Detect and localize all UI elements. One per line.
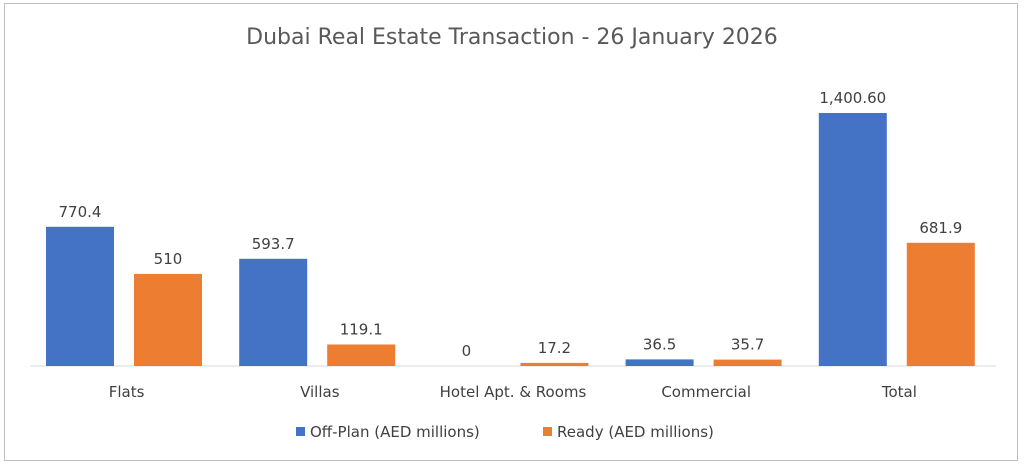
data-label-off-plan-0: 770.4 bbox=[59, 203, 102, 221]
bars-group bbox=[46, 113, 975, 366]
bar-off-plan-4 bbox=[818, 113, 887, 366]
bar-ready-0 bbox=[134, 273, 202, 366]
category-label-1: Villas bbox=[300, 383, 340, 401]
data-label-ready-2: 17.2 bbox=[538, 339, 571, 357]
chart-title: Dubai Real Estate Transaction - 26 Janua… bbox=[246, 25, 778, 50]
bar-ready-4 bbox=[906, 242, 975, 366]
data-label-ready-1: 119.1 bbox=[340, 321, 383, 339]
data-label-off-plan-1: 593.7 bbox=[252, 235, 295, 253]
data-label-off-plan-4: 1,400.60 bbox=[819, 89, 886, 107]
legend-swatch-ready bbox=[543, 427, 552, 436]
data-labels-group: 770.4 510 593.7 119.1 0 17.2 36.5 35.7 1,400.60 6… bbox=[59, 89, 963, 360]
data-label-ready-4: 681.9 bbox=[919, 219, 962, 237]
data-label-ready-0: 510 bbox=[154, 250, 183, 268]
category-label-4: Total bbox=[881, 383, 917, 401]
category-label-0: Flats bbox=[109, 383, 145, 401]
data-label-off-plan-3: 36.5 bbox=[643, 335, 676, 353]
legend-label-ready: Ready (AED millions) bbox=[557, 423, 714, 441]
legend: Off-Plan (AED millions) Ready (AED millio… bbox=[296, 423, 714, 441]
legend-swatch-off-plan bbox=[296, 427, 305, 436]
bar-ready-1 bbox=[327, 344, 396, 366]
category-label-3: Commercial bbox=[661, 383, 751, 401]
category-label-2: Hotel Apt. & Rooms bbox=[440, 383, 587, 401]
data-label-off-plan-2: 0 bbox=[462, 342, 472, 360]
legend-label-off-plan: Off-Plan (AED millions) bbox=[310, 423, 480, 441]
category-labels-group: Flats Villas Hotel Apt. & Rooms Commercial T… bbox=[109, 383, 917, 401]
data-label-ready-3: 35.7 bbox=[731, 336, 764, 354]
bar-off-plan-0 bbox=[46, 226, 114, 366]
bar-ready-2 bbox=[520, 362, 589, 366]
bar-off-plan-3 bbox=[625, 359, 694, 366]
bar-ready-3 bbox=[713, 359, 782, 366]
bar-off-plan-1 bbox=[239, 258, 308, 366]
